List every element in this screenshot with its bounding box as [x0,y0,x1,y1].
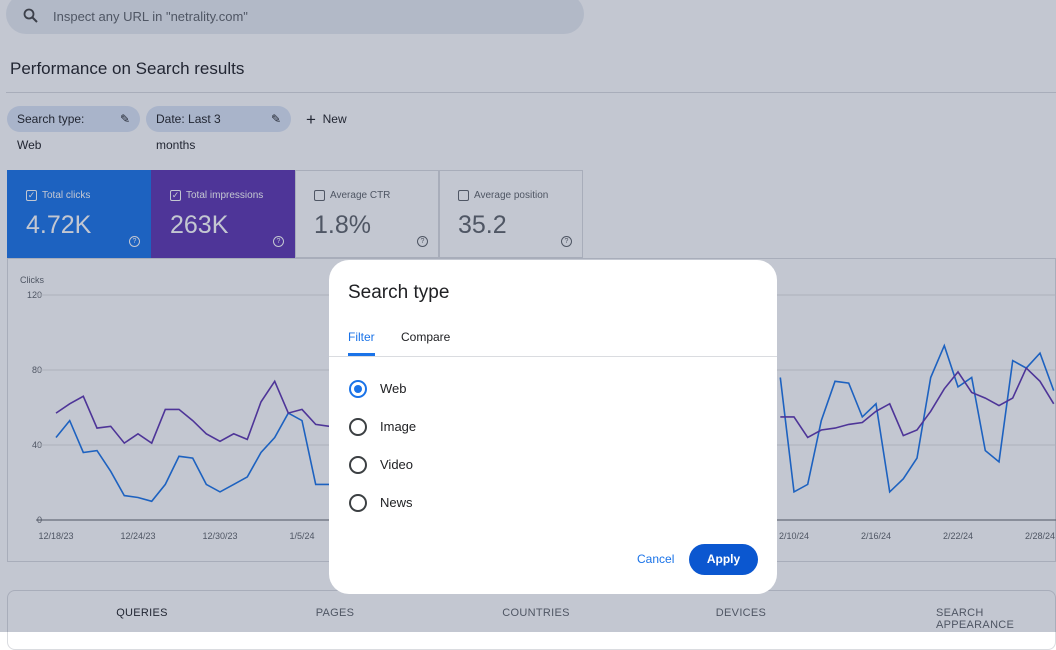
dialog-tab[interactable]: Filter [348,330,375,344]
help-icon: ? [561,236,572,247]
x-tick-label: 2/28/24 [1025,531,1055,541]
page-title: Performance on Search results [10,59,245,78]
checkbox[interactable]: ✓ [26,190,37,201]
metric-card[interactable]: ✓ Total impressions 263K? [151,170,295,258]
checkbox[interactable]: ✓ [170,190,181,201]
y-tick-label: 120 [27,290,42,300]
metric-card[interactable]: ✓ Total clicks 4.72K? [7,170,151,258]
apply-button[interactable]: Apply [689,544,758,575]
help-icon: ? [129,236,140,247]
metric-label: Total impressions [186,190,264,201]
metric-label: Average position [474,190,549,201]
y-axis-label: Clicks [20,275,44,285]
series-line [55,343,1055,503]
tab[interactable]: DEVICES [715,607,767,619]
dialog-tab[interactable]: Compare [401,330,451,344]
metric-value: 4.72K [26,211,92,239]
x-tick-label: 2/16/24 [861,531,891,541]
option-label: Video [380,457,414,472]
x-tick-label: 12/24/23 [120,531,155,541]
dialog-title: Search type [348,282,450,303]
metric-card[interactable]: Average position 35.2? [439,170,583,258]
filter-chip[interactable]: Search type: Web ✎ [7,106,140,152]
background: Inspect any URL in "netrality.com" Perfo… [6,0,1056,650]
checkbox[interactable] [458,190,469,201]
option-label: News [380,495,413,510]
tab[interactable]: PAGES [315,607,355,619]
metric-value: 1.8% [314,211,371,239]
search-icon [23,8,38,23]
option-label: Web [380,381,407,396]
x-tick-label: 12/18/23 [38,531,73,541]
filter-chip[interactable]: Date: Last 3 months ✎ [146,106,291,152]
series-line [55,366,1055,445]
metric-value: 35.2 [458,211,507,239]
tab[interactable]: QUERIES [116,607,168,619]
divider [6,92,1056,93]
dialog: Search type Filter Compare Web Image Video… [329,260,777,594]
tab[interactable]: SEARCH APPEARANCE [936,607,1015,631]
x-tick-label: 2/22/24 [943,531,973,541]
metric-label: Total clicks [42,190,91,201]
search-placeholder: Inspect any URL in "netrality.com" [53,9,248,24]
edit-icon: ✎ [270,112,281,126]
chip-label: Search type: Web [17,112,85,152]
tab-indicator [348,353,375,356]
search-bar[interactable]: Inspect any URL in "netrality.com" [6,0,584,34]
metric-card[interactable]: Average CTR 1.8%? [295,170,439,258]
checkbox[interactable] [314,190,325,201]
radio-button[interactable] [349,494,367,512]
help-icon: ? [417,236,428,247]
new-button[interactable]: + New [306,110,347,130]
plus-icon: + [306,110,316,129]
cancel-button[interactable]: Cancel [637,552,675,566]
chip-label: Date: Last 3 months [156,112,221,152]
edit-icon: ✎ [119,112,130,126]
radio-button[interactable] [349,456,367,474]
x-tick-label: 1/5/24 [289,531,314,541]
x-tick-label: 12/30/23 [202,531,237,541]
new-label: New [322,112,347,126]
metric-label: Average CTR [330,190,391,201]
tab[interactable]: COUNTRIES [502,607,570,619]
help-icon: ? [273,236,284,247]
option-label: Image [380,419,417,434]
divider [329,356,777,357]
x-tick-label: 2/10/24 [779,531,809,541]
radio-button[interactable] [349,418,367,436]
radio-button[interactable] [349,380,367,398]
metric-value: 263K [170,211,229,239]
